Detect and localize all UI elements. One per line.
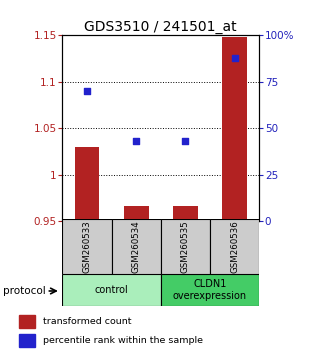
Bar bbox=[222, 37, 247, 221]
Point bbox=[183, 138, 188, 144]
Bar bbox=[75, 147, 99, 221]
Bar bbox=[161, 219, 210, 274]
Bar bbox=[210, 219, 259, 274]
Text: GSM260536: GSM260536 bbox=[230, 221, 239, 273]
Point bbox=[84, 88, 90, 94]
Title: GDS3510 / 241501_at: GDS3510 / 241501_at bbox=[84, 21, 237, 34]
Bar bbox=[19, 315, 35, 328]
Bar bbox=[124, 206, 148, 221]
Bar bbox=[112, 219, 161, 274]
Bar bbox=[19, 334, 35, 347]
Text: GSM260534: GSM260534 bbox=[132, 221, 141, 273]
Text: transformed count: transformed count bbox=[43, 317, 132, 326]
Text: CLDN1
overexpression: CLDN1 overexpression bbox=[173, 279, 247, 301]
Point bbox=[232, 55, 237, 61]
Point bbox=[134, 138, 139, 144]
Text: GSM260533: GSM260533 bbox=[83, 221, 92, 273]
Text: protocol: protocol bbox=[3, 286, 46, 296]
Bar bbox=[161, 274, 259, 306]
Text: GSM260535: GSM260535 bbox=[181, 221, 190, 273]
Text: percentile rank within the sample: percentile rank within the sample bbox=[43, 336, 203, 346]
Text: control: control bbox=[95, 285, 128, 295]
Bar bbox=[62, 219, 112, 274]
Bar bbox=[173, 206, 198, 221]
Bar bbox=[62, 274, 161, 306]
